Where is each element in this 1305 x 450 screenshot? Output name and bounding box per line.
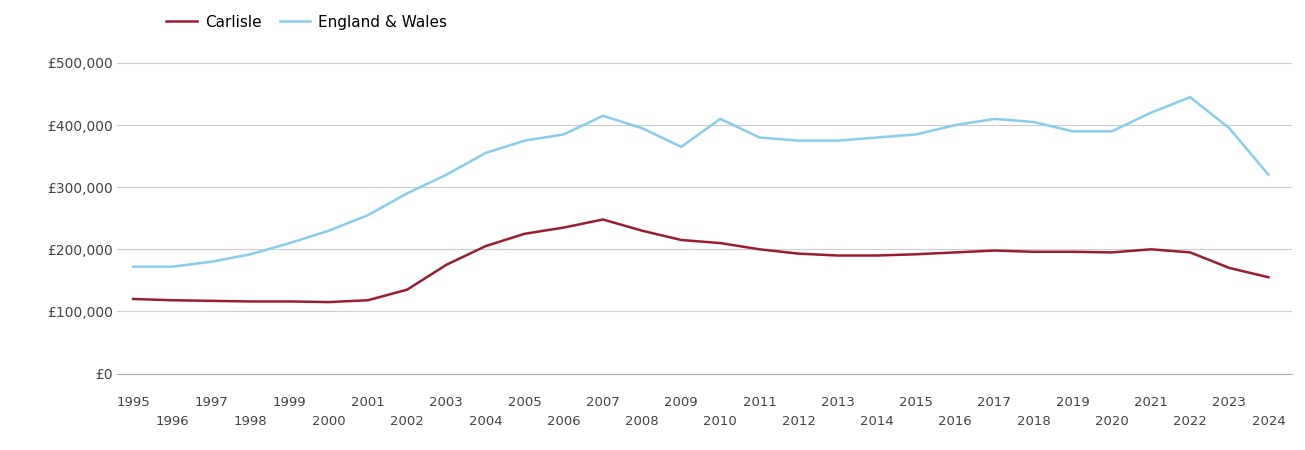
England & Wales bbox=[830, 138, 846, 143]
England & Wales bbox=[360, 212, 376, 218]
Text: 2015: 2015 bbox=[899, 396, 933, 409]
England & Wales bbox=[556, 132, 572, 137]
Text: 2009: 2009 bbox=[664, 396, 698, 409]
Text: 2010: 2010 bbox=[703, 415, 737, 428]
England & Wales bbox=[1026, 119, 1041, 125]
Carlisle bbox=[164, 297, 180, 303]
England & Wales bbox=[634, 126, 650, 131]
Carlisle bbox=[1026, 249, 1041, 255]
England & Wales bbox=[321, 228, 337, 234]
Line: England & Wales: England & Wales bbox=[133, 97, 1268, 267]
Text: 2014: 2014 bbox=[860, 415, 894, 428]
Line: Carlisle: Carlisle bbox=[133, 220, 1268, 302]
Carlisle bbox=[1065, 249, 1081, 255]
Carlisle bbox=[987, 248, 1002, 253]
Text: 2007: 2007 bbox=[586, 396, 620, 409]
England & Wales bbox=[1143, 110, 1159, 115]
Carlisle bbox=[634, 228, 650, 234]
England & Wales bbox=[791, 138, 806, 143]
Carlisle bbox=[869, 253, 885, 258]
England & Wales bbox=[438, 172, 454, 177]
Text: 2024: 2024 bbox=[1251, 415, 1285, 428]
Carlisle bbox=[517, 231, 532, 237]
Text: 2005: 2005 bbox=[508, 396, 542, 409]
Carlisle bbox=[1221, 265, 1237, 270]
Carlisle bbox=[204, 298, 219, 304]
Text: 2006: 2006 bbox=[547, 415, 581, 428]
Carlisle bbox=[713, 240, 728, 246]
England & Wales bbox=[947, 122, 963, 128]
Carlisle bbox=[752, 247, 767, 252]
Text: 2019: 2019 bbox=[1056, 396, 1090, 409]
Carlisle bbox=[1104, 250, 1120, 255]
Text: 2020: 2020 bbox=[1095, 415, 1129, 428]
Text: 2003: 2003 bbox=[429, 396, 463, 409]
Carlisle bbox=[791, 251, 806, 256]
Text: 2018: 2018 bbox=[1017, 415, 1051, 428]
England & Wales bbox=[399, 191, 415, 196]
England & Wales bbox=[517, 138, 532, 143]
England & Wales bbox=[713, 116, 728, 122]
Text: 2000: 2000 bbox=[312, 415, 346, 428]
Carlisle bbox=[673, 237, 689, 243]
Text: 1997: 1997 bbox=[194, 396, 228, 409]
England & Wales bbox=[869, 135, 885, 140]
Text: 2016: 2016 bbox=[938, 415, 972, 428]
England & Wales bbox=[987, 116, 1002, 122]
Carlisle bbox=[399, 287, 415, 292]
Text: 2013: 2013 bbox=[821, 396, 855, 409]
England & Wales bbox=[204, 259, 219, 265]
England & Wales bbox=[164, 264, 180, 270]
Text: 1999: 1999 bbox=[273, 396, 307, 409]
England & Wales bbox=[673, 144, 689, 149]
Carlisle bbox=[830, 253, 846, 258]
Text: 2002: 2002 bbox=[390, 415, 424, 428]
Text: 2023: 2023 bbox=[1212, 396, 1246, 409]
Text: 1996: 1996 bbox=[155, 415, 189, 428]
England & Wales bbox=[125, 264, 141, 270]
Carlisle bbox=[321, 299, 337, 305]
England & Wales bbox=[478, 150, 493, 156]
England & Wales bbox=[1065, 129, 1081, 134]
Text: 2012: 2012 bbox=[782, 415, 816, 428]
Text: 2022: 2022 bbox=[1173, 415, 1207, 428]
Carlisle bbox=[282, 299, 298, 304]
England & Wales bbox=[1182, 94, 1198, 100]
Carlisle bbox=[1182, 250, 1198, 255]
England & Wales bbox=[282, 240, 298, 246]
England & Wales bbox=[908, 132, 924, 137]
Text: 2008: 2008 bbox=[625, 415, 659, 428]
Carlisle bbox=[556, 225, 572, 230]
England & Wales bbox=[243, 252, 258, 257]
Text: 1995: 1995 bbox=[116, 396, 150, 409]
Carlisle bbox=[595, 217, 611, 222]
England & Wales bbox=[1221, 126, 1237, 131]
England & Wales bbox=[752, 135, 767, 140]
Text: 2017: 2017 bbox=[977, 396, 1011, 409]
Text: 2011: 2011 bbox=[743, 396, 776, 409]
Carlisle bbox=[360, 297, 376, 303]
Carlisle bbox=[1143, 247, 1159, 252]
Carlisle bbox=[947, 250, 963, 255]
Text: 2004: 2004 bbox=[468, 415, 502, 428]
Carlisle bbox=[1261, 274, 1276, 280]
Carlisle bbox=[478, 243, 493, 249]
Legend: Carlisle, England & Wales: Carlisle, England & Wales bbox=[161, 9, 453, 36]
England & Wales bbox=[1261, 172, 1276, 177]
England & Wales bbox=[595, 113, 611, 118]
Text: 1998: 1998 bbox=[234, 415, 268, 428]
Carlisle bbox=[438, 262, 454, 267]
Carlisle bbox=[243, 299, 258, 304]
Text: 2021: 2021 bbox=[1134, 396, 1168, 409]
Carlisle bbox=[908, 252, 924, 257]
Text: 2001: 2001 bbox=[351, 396, 385, 409]
Carlisle bbox=[125, 296, 141, 302]
England & Wales bbox=[1104, 129, 1120, 134]
